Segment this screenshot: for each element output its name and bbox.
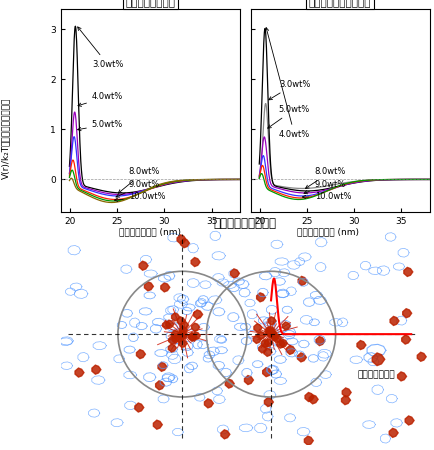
Polygon shape — [398, 372, 407, 381]
Polygon shape — [390, 316, 399, 325]
Polygon shape — [177, 317, 185, 325]
Polygon shape — [305, 392, 314, 401]
Text: 単独の高分子鎖: 単独の高分子鎖 — [357, 371, 395, 380]
Polygon shape — [357, 341, 366, 350]
Title: 高分子ミセルのみ: 高分子ミセルのみ — [125, 0, 175, 7]
Polygon shape — [166, 320, 174, 328]
Polygon shape — [264, 348, 272, 356]
Text: V(r)/k₂T: V(r)/k₂T — [2, 145, 11, 179]
Polygon shape — [263, 368, 272, 377]
Polygon shape — [135, 403, 144, 412]
Polygon shape — [342, 388, 351, 397]
Polygon shape — [404, 267, 413, 276]
Text: 9.0wt%: 9.0wt% — [116, 180, 160, 197]
Text: 5.0wt%: 5.0wt% — [268, 105, 310, 128]
Text: 3.0wt%: 3.0wt% — [78, 27, 123, 69]
Polygon shape — [304, 436, 313, 445]
Polygon shape — [389, 428, 398, 437]
Polygon shape — [139, 261, 148, 270]
Polygon shape — [163, 321, 171, 329]
Polygon shape — [188, 333, 197, 341]
Text: 10.0wt%: 10.0wt% — [115, 193, 165, 202]
Polygon shape — [192, 332, 200, 340]
Polygon shape — [179, 339, 187, 347]
Polygon shape — [171, 313, 180, 321]
Polygon shape — [156, 381, 164, 390]
Text: ミセル間の相互作用: ミセル間の相互作用 — [2, 97, 11, 146]
Polygon shape — [168, 344, 176, 352]
Polygon shape — [194, 310, 203, 319]
Text: 8.0wt%: 8.0wt% — [306, 167, 346, 189]
Polygon shape — [189, 333, 197, 341]
Polygon shape — [282, 322, 290, 330]
Polygon shape — [191, 323, 200, 331]
Text: ミセル間の距離 (nm): ミセル間の距離 (nm) — [297, 227, 358, 236]
Polygon shape — [372, 353, 385, 365]
Polygon shape — [145, 282, 153, 291]
Polygon shape — [169, 336, 177, 344]
Polygon shape — [265, 327, 273, 335]
Polygon shape — [153, 420, 162, 429]
Polygon shape — [176, 334, 184, 342]
Polygon shape — [181, 321, 189, 329]
Polygon shape — [181, 238, 190, 248]
Polygon shape — [268, 317, 276, 325]
Polygon shape — [136, 350, 145, 359]
Polygon shape — [342, 396, 350, 405]
Polygon shape — [277, 340, 285, 348]
Text: 5.0wt%: 5.0wt% — [78, 120, 123, 130]
Text: 4.0wt%: 4.0wt% — [78, 92, 123, 106]
Polygon shape — [309, 395, 318, 404]
Polygon shape — [267, 326, 275, 334]
Polygon shape — [161, 283, 170, 292]
Polygon shape — [268, 328, 276, 337]
Polygon shape — [403, 309, 412, 318]
Polygon shape — [158, 362, 167, 371]
Polygon shape — [259, 345, 267, 353]
Polygon shape — [172, 335, 180, 343]
Text: 9.0wt%: 9.0wt% — [304, 180, 346, 194]
Text: 互いに近接した状態: 互いに近接した状態 — [214, 217, 277, 230]
Polygon shape — [279, 339, 287, 347]
Polygon shape — [286, 346, 295, 355]
Polygon shape — [273, 334, 282, 342]
Title: 薬物包含高分子ミセル: 薬物包含高分子ミセル — [309, 0, 372, 7]
Text: 8.0wt%: 8.0wt% — [118, 167, 160, 193]
Polygon shape — [266, 329, 274, 338]
Polygon shape — [264, 397, 273, 406]
Polygon shape — [254, 324, 262, 332]
Text: ミセル間の距離 (nm): ミセル間の距離 (nm) — [119, 227, 181, 236]
Polygon shape — [261, 339, 270, 347]
Polygon shape — [221, 430, 230, 439]
Polygon shape — [204, 399, 214, 408]
Polygon shape — [402, 335, 411, 344]
Polygon shape — [257, 331, 265, 339]
Polygon shape — [298, 276, 307, 285]
Polygon shape — [417, 352, 426, 361]
Polygon shape — [172, 330, 180, 338]
Polygon shape — [253, 335, 261, 343]
Text: 3.0wt%: 3.0wt% — [269, 80, 310, 100]
Text: 10.0wt%: 10.0wt% — [302, 193, 351, 202]
Polygon shape — [179, 326, 187, 334]
Polygon shape — [405, 416, 414, 425]
Polygon shape — [230, 269, 240, 278]
Polygon shape — [191, 257, 200, 266]
Polygon shape — [92, 365, 101, 374]
Polygon shape — [177, 235, 186, 244]
Polygon shape — [271, 333, 279, 341]
Polygon shape — [75, 368, 84, 377]
Polygon shape — [270, 331, 278, 339]
Polygon shape — [244, 376, 253, 385]
Polygon shape — [264, 339, 273, 347]
Polygon shape — [225, 379, 234, 388]
Polygon shape — [316, 337, 325, 346]
Text: 4.0wt%: 4.0wt% — [265, 27, 310, 139]
Polygon shape — [179, 330, 187, 338]
Polygon shape — [297, 353, 306, 362]
Polygon shape — [179, 332, 187, 340]
Polygon shape — [256, 293, 266, 302]
